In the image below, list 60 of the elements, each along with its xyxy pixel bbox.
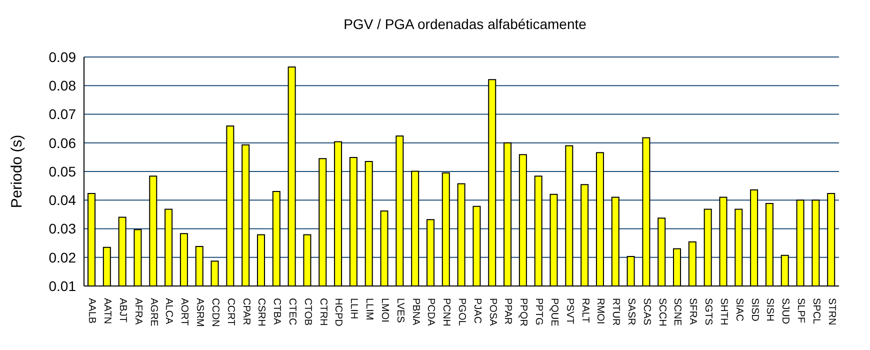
y-tick-label: 0.08 [48, 78, 76, 94]
x-tick-label: SHTH [718, 298, 729, 326]
x-tick-label: ABJT [117, 298, 128, 322]
x-tick-label: RALT [579, 298, 590, 323]
y-tick-label: 0.06 [48, 134, 76, 151]
x-tick-label: HCPD [332, 298, 344, 326]
x-tick-label: ALCA [163, 298, 174, 324]
x-tick-label: LLIH [348, 298, 360, 320]
x-tick-label: CTOB [302, 298, 313, 326]
y-tick-label: 0.04 [48, 192, 76, 208]
x-tick-label: CCRT [224, 298, 236, 326]
x-tick-label: CCDN [209, 298, 220, 327]
y-tick-label: 0.01 [48, 278, 76, 294]
x-tick-label: CSRH [256, 298, 267, 326]
x-tick-label: CTRH [317, 298, 328, 326]
x-tick-label: LVES [394, 298, 406, 324]
x-tick-label: CTBA [271, 298, 282, 325]
x-tick-label: SGTS [702, 298, 714, 326]
x-tick-label: PPQR [518, 298, 529, 326]
x-tick-label: SPCL [810, 298, 822, 325]
x-tick-label: PPTG [533, 298, 544, 326]
chart-title: PGV / PGA ordenadas alfabéticamente [342, 16, 588, 32]
x-tick-label: SFRA [687, 298, 698, 325]
y-tick-label: 0.02 [48, 249, 76, 266]
y-tick-label: 0.03 [48, 220, 76, 237]
x-tick-label: ASRM [194, 298, 206, 327]
x-tick-label: PCDA [425, 298, 436, 326]
x-tick-label: SCAS [640, 298, 652, 326]
x-tick-label: AORT [178, 298, 190, 326]
x-tick-label: SISD [748, 298, 760, 322]
y-tick-label: 0.07 [48, 106, 76, 122]
x-tick-label: SISH [764, 298, 776, 322]
x-tick-label: PPAR [502, 298, 514, 324]
x-tick-label: AATN [102, 298, 113, 324]
x-tick-label: LLIM [364, 298, 375, 320]
x-tick-label: CPAR [240, 298, 252, 326]
x-tick-label: PQUE [548, 298, 560, 327]
x-tick-label: CTEC [286, 298, 298, 326]
x-tick-label: PCNH [440, 298, 452, 326]
x-tick-label: AGRE [148, 298, 159, 327]
y-tick-label: 0.09 [48, 48, 76, 65]
x-tick-label: AFRA [132, 298, 144, 325]
x-tick-label: SCNE [672, 298, 683, 326]
x-tick-label: RTUR [610, 298, 622, 326]
x-tick-label: PBNA [410, 298, 421, 326]
x-tick-label: SIAC [733, 298, 744, 322]
x-tick-label: PJAC [471, 298, 482, 324]
x-tick-label: SJUD [780, 298, 791, 324]
x-tick-label: SCCH [656, 298, 668, 326]
x-tick-label: PSVT [564, 298, 575, 324]
y-tick-label: 0.05 [48, 163, 76, 180]
x-tick-label: SLPF [794, 298, 806, 324]
x-tick-label: PGOL [456, 298, 467, 326]
x-tick-label: POSA [486, 298, 498, 326]
x-tick-label: RMOI [594, 298, 606, 324]
x-tick-label: AALB [86, 298, 98, 324]
x-tick-label: STRN [826, 298, 837, 326]
y-axis-title: Periodo (s) [8, 134, 26, 208]
x-tick-label: SASR [625, 298, 636, 326]
x-tick-label: LMOI [378, 298, 390, 322]
